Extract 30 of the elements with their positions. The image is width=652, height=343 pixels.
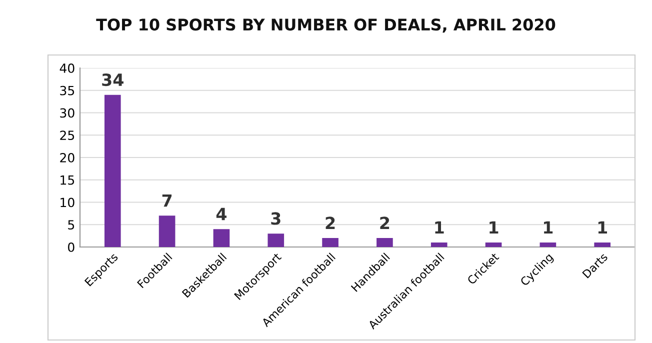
- bar: [322, 238, 338, 247]
- y-tick-label: 30: [60, 108, 74, 118]
- bar: [376, 238, 393, 247]
- chart-title: TOP 10 SPORTS BY NUMBER OF DEALS, APRIL 2020: [96, 18, 556, 33]
- bar: [158, 216, 176, 247]
- y-tick-label: 25: [60, 130, 74, 140]
- data-label: 1: [490, 221, 498, 234]
- data-label: 2: [326, 216, 335, 230]
- y-tick-label: 40: [60, 63, 74, 73]
- y-tick-label: 35: [60, 86, 74, 96]
- data-label: 1: [544, 221, 553, 234]
- bar: [485, 242, 502, 247]
- y-tick-label: 15: [60, 176, 74, 185]
- y-tick-label: 10: [60, 198, 74, 208]
- bar: [213, 229, 230, 247]
- data-label: 1: [435, 221, 444, 234]
- bar: [430, 242, 448, 247]
- data-label: 4: [216, 208, 227, 220]
- data-label: 2: [380, 216, 390, 230]
- bar: [268, 234, 284, 247]
- y-tick-label: 0: [68, 242, 74, 252]
- bar: [104, 94, 121, 247]
- data-label: 7: [162, 194, 172, 207]
- bar: [594, 242, 611, 247]
- bar: [540, 242, 556, 247]
- y-tick-label: 20: [60, 152, 74, 162]
- data-label: 3: [271, 212, 280, 225]
- data-label: 1: [598, 221, 608, 234]
- data-label: 34: [102, 73, 124, 86]
- y-tick-label: 5: [68, 220, 74, 230]
